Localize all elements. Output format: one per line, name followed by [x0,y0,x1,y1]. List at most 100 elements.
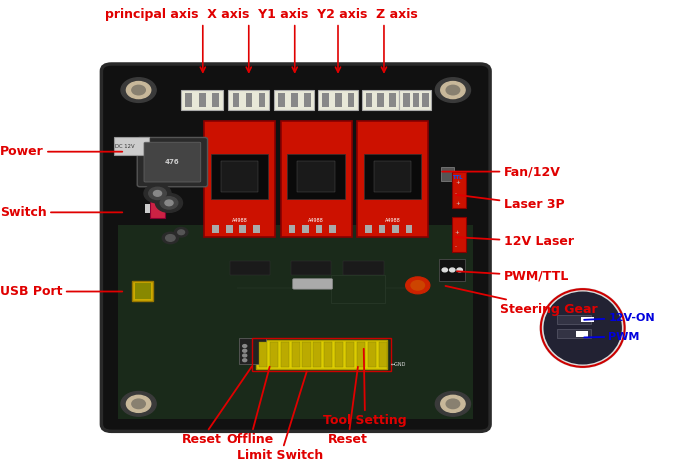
Circle shape [441,82,465,99]
FancyBboxPatch shape [291,93,297,107]
Text: Laser 3P: Laser 3P [456,195,564,211]
FancyBboxPatch shape [155,176,230,180]
FancyBboxPatch shape [211,154,268,199]
FancyBboxPatch shape [362,90,399,110]
FancyBboxPatch shape [293,279,333,289]
FancyBboxPatch shape [329,225,336,233]
FancyBboxPatch shape [239,225,246,233]
FancyBboxPatch shape [281,121,352,237]
Circle shape [243,354,247,357]
FancyBboxPatch shape [403,93,410,107]
FancyBboxPatch shape [221,161,258,192]
Circle shape [411,281,425,290]
Text: -: - [455,191,457,196]
FancyBboxPatch shape [118,225,473,419]
FancyBboxPatch shape [181,90,223,110]
Circle shape [243,359,247,362]
Text: Steering Gear: Steering Gear [445,286,598,316]
Text: +: + [455,201,460,206]
Circle shape [457,268,462,272]
Circle shape [121,78,156,102]
FancyBboxPatch shape [452,217,466,252]
Text: 12V-ON: 12V-ON [584,312,655,323]
Text: -: - [454,244,456,249]
FancyBboxPatch shape [144,142,201,182]
FancyBboxPatch shape [101,64,490,431]
FancyBboxPatch shape [233,93,239,107]
FancyBboxPatch shape [212,93,219,107]
Circle shape [126,82,151,99]
FancyBboxPatch shape [412,93,419,107]
FancyBboxPatch shape [422,93,429,107]
Circle shape [166,235,175,241]
FancyBboxPatch shape [557,315,591,324]
FancyBboxPatch shape [278,93,285,107]
FancyBboxPatch shape [114,137,149,155]
FancyBboxPatch shape [392,225,399,233]
Text: Switch: Switch [0,206,122,219]
Circle shape [132,399,145,409]
Text: principal axis  X axis  Y1 axis  Y2 axis  Z axis: principal axis X axis Y1 axis Y2 axis Z … [105,8,418,21]
Circle shape [442,268,448,272]
Ellipse shape [544,292,622,365]
FancyBboxPatch shape [406,225,412,233]
FancyBboxPatch shape [258,93,265,107]
FancyBboxPatch shape [441,167,454,181]
FancyBboxPatch shape [364,154,421,199]
Circle shape [165,200,173,206]
Text: PWM/TTL: PWM/TTL [457,269,569,283]
FancyBboxPatch shape [132,281,153,301]
FancyBboxPatch shape [199,93,206,107]
Circle shape [155,193,183,212]
FancyBboxPatch shape [228,90,269,110]
FancyBboxPatch shape [150,193,165,218]
FancyBboxPatch shape [557,329,591,338]
Circle shape [435,78,470,102]
FancyBboxPatch shape [281,342,289,367]
Text: A4988: A4988 [308,218,324,223]
Circle shape [446,399,460,409]
Text: Limit Switch: Limit Switch [237,372,324,463]
FancyBboxPatch shape [270,342,278,367]
FancyBboxPatch shape [439,259,465,281]
FancyBboxPatch shape [204,121,275,237]
FancyBboxPatch shape [230,261,270,275]
FancyBboxPatch shape [239,338,266,364]
FancyBboxPatch shape [291,261,331,275]
FancyBboxPatch shape [335,342,343,367]
FancyBboxPatch shape [137,137,208,187]
Text: A4988: A4988 [385,218,400,223]
Text: 476: 476 [165,159,180,165]
Text: Reset: Reset [182,366,252,447]
FancyBboxPatch shape [399,90,431,110]
Circle shape [132,85,145,95]
FancyBboxPatch shape [237,287,426,289]
Circle shape [446,85,460,95]
Text: Reset: Reset [329,367,368,447]
Circle shape [162,232,178,244]
Text: +: + [454,230,459,235]
Text: USB Port: USB Port [0,285,122,298]
Circle shape [144,184,171,203]
Circle shape [160,197,178,209]
Circle shape [450,268,455,272]
FancyBboxPatch shape [274,90,314,110]
FancyBboxPatch shape [302,342,310,367]
Text: ←GND: ←GND [391,363,406,367]
Text: 12V Laser: 12V Laser [456,235,574,248]
FancyBboxPatch shape [304,93,310,107]
FancyBboxPatch shape [316,225,322,233]
Text: +: + [455,181,460,185]
Text: Fan/12V: Fan/12V [442,165,560,178]
Circle shape [441,395,465,412]
Text: A4988: A4988 [232,218,247,223]
Circle shape [243,349,247,352]
Circle shape [174,228,188,237]
FancyBboxPatch shape [366,93,372,107]
Text: Tool Setting: Tool Setting [323,349,407,428]
FancyBboxPatch shape [374,161,411,192]
FancyBboxPatch shape [346,342,354,367]
FancyBboxPatch shape [302,225,309,233]
FancyBboxPatch shape [379,342,387,367]
FancyBboxPatch shape [357,121,428,237]
